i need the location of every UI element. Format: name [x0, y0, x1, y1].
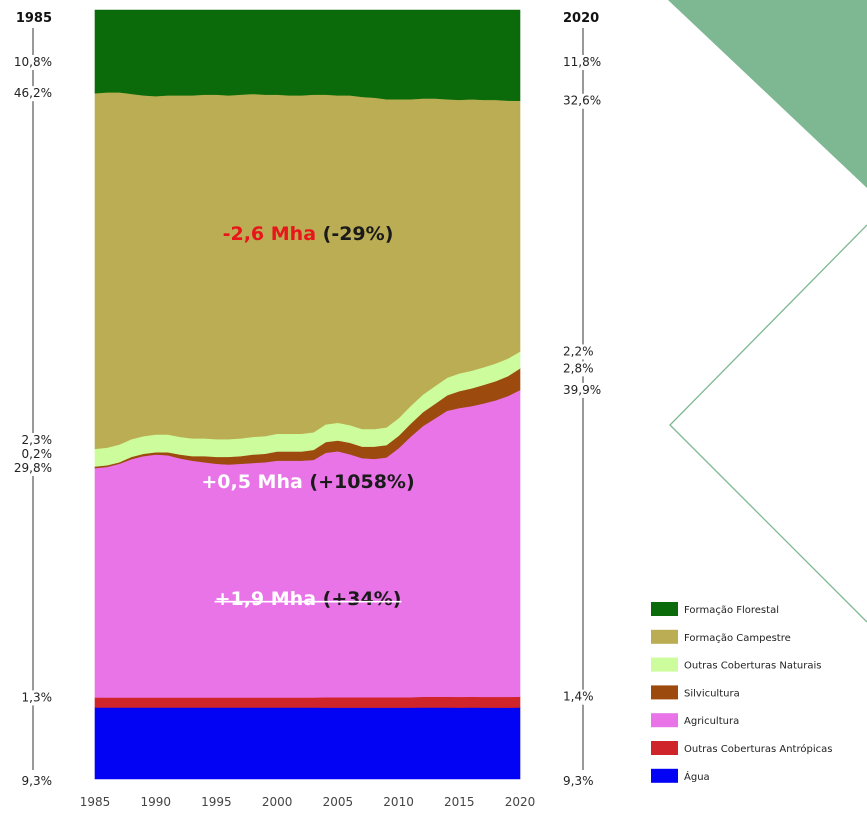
x-tick-label: 2010 — [383, 795, 414, 809]
x-tick-label: 2020 — [505, 795, 536, 809]
legend-swatch-formacao-campestre — [651, 629, 678, 644]
annotation-value: +1,9 Mha — [215, 588, 316, 610]
left-label-agricultura: 29,8% — [14, 461, 52, 475]
annotation-percent: (-29%) — [316, 223, 393, 245]
left-label-formacao-florestal: 10,8% — [14, 55, 52, 69]
right-axis: 2020 9,3% 1,4% 39,9% 2,8% 2,2% 32,6% 11,8% — [561, 11, 601, 789]
legend-label-formacao-florestal: Formação Florestal — [684, 605, 779, 616]
left-label-formacao-campestre: 46,2% — [14, 86, 52, 100]
legend-swatch-silvicultura — [651, 685, 678, 700]
left-label-bg — [14, 55, 54, 70]
annotations: -2,6 Mha (-29%) +0,5 Mha (+1058%) +1,9 Mha… — [201, 223, 414, 610]
right-label-bg — [561, 55, 601, 70]
legend-swatch-formacao-florestal — [651, 602, 678, 616]
x-tick-label: 1985 — [80, 795, 111, 809]
legend-swatch-agricultura — [651, 713, 678, 728]
right-label-outras-coberturas-naturais: 2,2% — [563, 344, 594, 358]
right-label-bg — [561, 93, 601, 109]
annotation-3: +1,9 Mha (+34%) — [215, 588, 402, 610]
right-label-outras-coberturas-antropicas: 1,4% — [563, 690, 594, 704]
right-label-bg — [561, 382, 601, 398]
right-label-agua: 9,3% — [563, 774, 594, 788]
legend-label-outras-coberturas-antropicas: Outras Coberturas Antrópicas — [684, 743, 832, 755]
legend-label-silvicultura: Silvicultura — [684, 688, 740, 699]
area-formacao-florestal — [94, 9, 521, 102]
legend-label-outras-coberturas-naturais: Outras Coberturas Naturais — [684, 661, 821, 672]
left-axis: 1985 9,3% 1,3% 29,8%0,2%2,3% 46,2% 10,8% — [14, 11, 54, 789]
left-axis-year: 1985 — [16, 11, 52, 26]
right-label-bg — [561, 689, 594, 705]
right-label-formacao-campestre: 32,6% — [563, 94, 601, 108]
right-axis-year: 2020 — [563, 11, 599, 26]
area-outras-coberturas-antropicas — [94, 696, 521, 708]
right-label-bg — [561, 344, 594, 360]
annotation-percent: (+1058%) — [303, 471, 415, 493]
legend-swatch-agua — [651, 768, 678, 783]
left-label-bg — [21, 447, 54, 463]
annotation-value: +0,5 Mha — [201, 471, 302, 493]
legend-label-agricultura: Agricultura — [684, 716, 739, 727]
left-label-bg — [21, 690, 54, 706]
x-tick-label: 2000 — [262, 795, 293, 809]
legend-swatch-outras-coberturas-antropicas — [651, 741, 678, 755]
right-label-bg — [561, 774, 594, 789]
legend-swatch-outras-coberturas-naturais — [651, 657, 678, 672]
decorative-outline — [669, 224, 867, 623]
legend: Formação Florestal Formação Campestre Outr… — [651, 602, 832, 783]
left-label-bg — [14, 86, 54, 102]
left-label-outras-coberturas-naturais: 2,3% — [22, 433, 53, 447]
annotation-2: +0,5 Mha (+1058%) — [201, 471, 414, 493]
x-tick-label: 2005 — [323, 795, 354, 809]
stacked-area-plot — [94, 9, 521, 780]
x-axis: 1985 1990 1995 2000 2005 2010 2015 2020 — [80, 795, 536, 809]
annotation-percent: (+34%) — [316, 588, 401, 610]
decorative-triangle — [668, 0, 867, 188]
left-label-agua: 9,3% — [22, 774, 53, 788]
right-label-bg — [561, 361, 594, 377]
left-label-bg — [21, 433, 54, 449]
left-label-outras-coberturas-antropicas: 1,3% — [22, 690, 53, 704]
x-tick-label: 2015 — [444, 795, 475, 809]
left-label-silvicultura: 0,2% — [22, 447, 53, 461]
annotation-1: -2,6 Mha (-29%) — [223, 223, 394, 245]
right-label-formacao-florestal: 11,8% — [563, 55, 601, 69]
decorative-shapes — [668, 0, 867, 623]
area-agua — [94, 707, 521, 780]
left-label-bg — [14, 461, 54, 477]
x-tick-label: 1995 — [201, 795, 232, 809]
x-tick-label: 1990 — [140, 795, 171, 809]
left-label-bg — [21, 774, 54, 789]
annotation-value: -2,6 Mha — [223, 223, 316, 245]
right-label-agricultura: 39,9% — [563, 383, 601, 397]
legend-label-formacao-campestre: Formação Campestre — [684, 633, 791, 644]
legend-label-agua: Água — [684, 770, 710, 783]
right-label-silvicultura: 2,8% — [563, 361, 594, 375]
